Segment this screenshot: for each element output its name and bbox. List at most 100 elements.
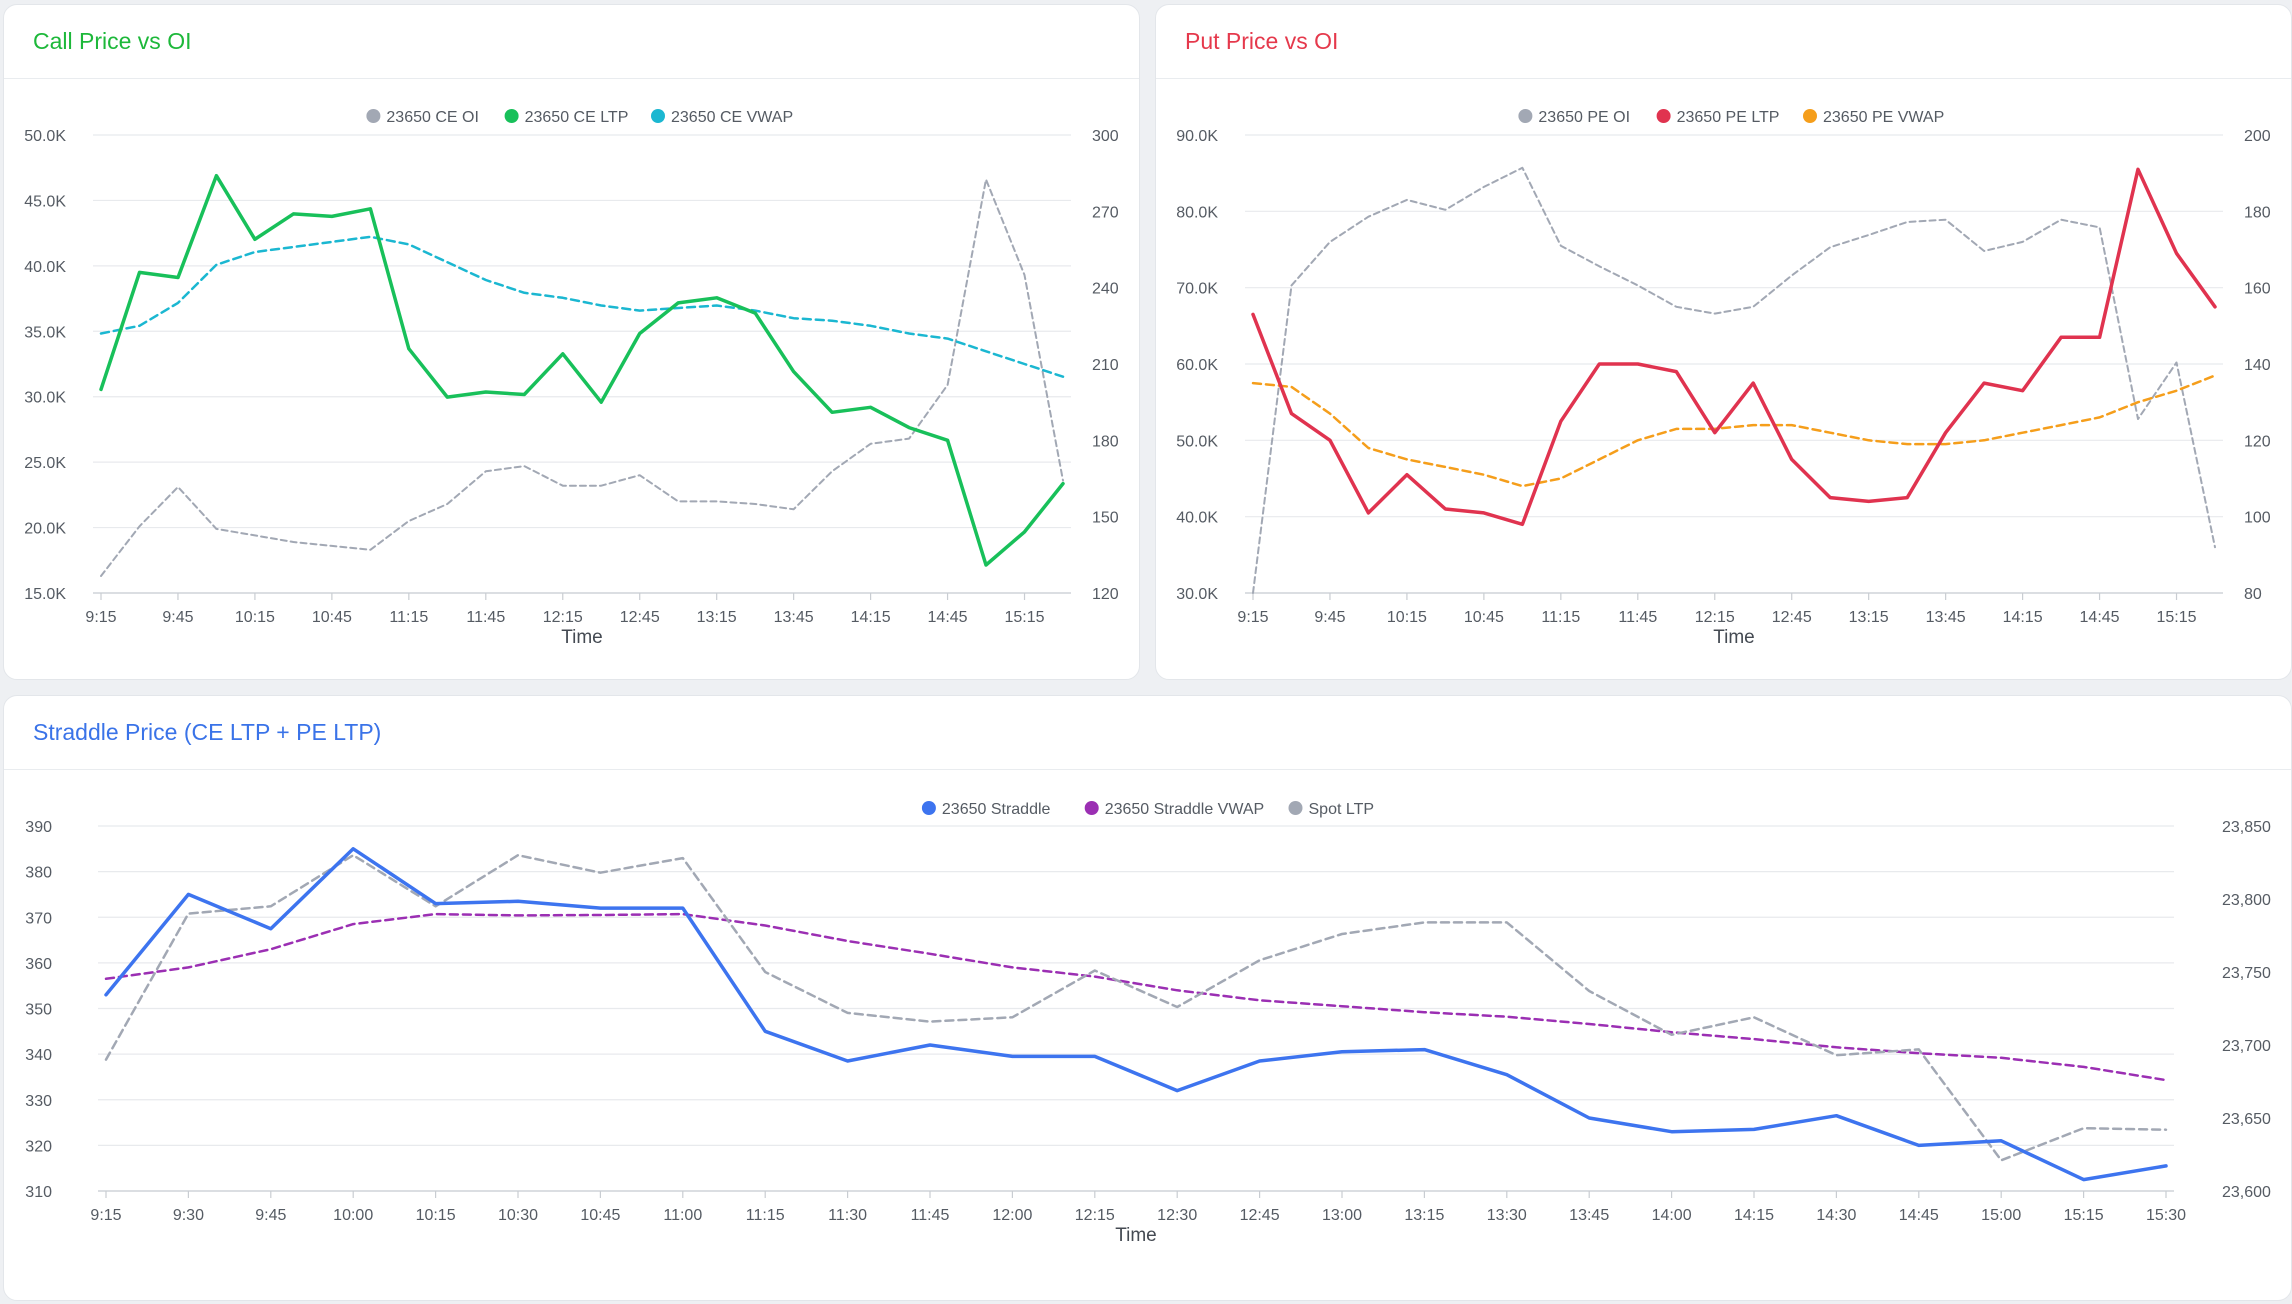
x-tick-label: 9:15 xyxy=(85,609,116,626)
panel-header: Straddle Price (CE LTP + PE LTP) xyxy=(4,696,2291,770)
x-axis-title: Time xyxy=(1713,627,1755,648)
y-left-tick-label: 360 xyxy=(25,956,52,973)
series-line-23650-straddle-vwap[interactable] xyxy=(104,912,2168,1082)
legend-item[interactable]: 23650 PE OI xyxy=(1518,109,1630,126)
y-right-tick-label: 150 xyxy=(1092,510,1119,527)
x-tick-label: 15:30 xyxy=(2146,1207,2186,1224)
x-tick-label: 11:30 xyxy=(828,1207,867,1224)
y-left-tick-label: 40.0K xyxy=(1176,510,1218,527)
series-line-spot-ltp[interactable] xyxy=(104,853,2168,1162)
y-left-tick-label: 380 xyxy=(25,865,52,882)
x-tick-label: 15:15 xyxy=(2064,1207,2104,1224)
panel-header: Call Price vs OI xyxy=(4,5,1139,79)
x-tick-label: 14:45 xyxy=(928,609,968,626)
x-tick-label: 15:00 xyxy=(1981,1207,2021,1224)
legend-label: 23650 Straddle xyxy=(942,801,1051,818)
series-line-23650-ce-ltp[interactable] xyxy=(99,173,1065,567)
y-right-tick-label: 23,700 xyxy=(2222,1038,2271,1055)
x-tick-label: 13:45 xyxy=(1569,1207,1609,1224)
series-line-23650-ce-oi[interactable] xyxy=(100,178,1064,577)
y-left-tick-label: 15.0K xyxy=(24,586,66,603)
legend-marker xyxy=(921,801,936,815)
x-tick-label: 9:15 xyxy=(90,1207,121,1224)
panel-title: Call Price vs OI xyxy=(33,28,192,54)
x-tick-label: 11:15 xyxy=(746,1207,785,1224)
legend-item[interactable]: 23650 CE VWAP xyxy=(651,109,793,126)
y-right-tick-label: 300 xyxy=(1092,128,1119,145)
legend-item[interactable]: 23650 Straddle VWAP xyxy=(1084,801,1265,818)
y-left-tick-label: 390 xyxy=(25,819,52,836)
x-tick-label: 12:30 xyxy=(1157,1207,1197,1224)
x-tick-label: 13:15 xyxy=(1404,1207,1444,1224)
y-left-tick-label: 310 xyxy=(25,1184,52,1201)
legend-label: 23650 CE VWAP xyxy=(671,109,793,126)
x-tick-label: 10:45 xyxy=(312,609,352,626)
y-left-tick-label: 90.0K xyxy=(1176,128,1218,145)
series-line-23650-pe-oi[interactable] xyxy=(1252,166,2216,594)
y-right-tick-label: 23,800 xyxy=(2222,892,2271,909)
legend: 23650 Straddle 23650 Straddle VWAP Spot LT… xyxy=(921,801,1375,818)
x-tick-label: 13:45 xyxy=(1926,609,1966,626)
series-line-23650-ce-vwap[interactable] xyxy=(99,235,1065,378)
legend-item[interactable]: 23650 PE VWAP xyxy=(1803,109,1944,126)
call-price-vs-oi-panel: Call Price vs OI 15.0K 20.0K 25.0K 30.0K 35.… xyxy=(3,4,1140,680)
x-tick-label: 14:15 xyxy=(851,609,891,626)
y-right-tick-label: 180 xyxy=(1092,433,1119,450)
legend-marker xyxy=(1656,109,1671,123)
x-tick-label: 14:15 xyxy=(2003,609,2043,626)
y-right-tick-label: 210 xyxy=(1092,357,1119,374)
y-left-tick-label: 370 xyxy=(25,910,52,927)
series-line-23650-pe-ltp[interactable] xyxy=(1251,167,2217,527)
y-left-tick-label: 50.0K xyxy=(24,128,66,145)
x-tick-label: 14:45 xyxy=(1899,1207,1939,1224)
x-tick-label: 10:45 xyxy=(1464,609,1504,626)
y-left-tick-label: 50.0K xyxy=(1176,433,1218,450)
y-right-tick-label: 23,650 xyxy=(2222,1111,2271,1128)
legend-item[interactable]: 23650 CE OI xyxy=(366,109,479,126)
legend-item[interactable]: 23650 CE LTP xyxy=(504,109,629,126)
legend-marker xyxy=(504,109,519,123)
legend-item[interactable]: 23650 PE LTP xyxy=(1656,109,1780,126)
x-tick-label: 11:15 xyxy=(389,609,428,626)
y-left-tick-label: 45.0K xyxy=(24,193,66,210)
y-right-tick-label: 80 xyxy=(2244,586,2262,603)
y-left-tick-label: 80.0K xyxy=(1176,204,1218,221)
x-tick-label: 10:15 xyxy=(416,1207,456,1224)
legend-marker xyxy=(1288,801,1303,815)
x-tick-label: 12:15 xyxy=(1075,1207,1115,1224)
legend-marker xyxy=(651,109,665,123)
y-right-tick-label: 140 xyxy=(2244,357,2271,374)
y-right-tick-label: 120 xyxy=(1092,586,1119,603)
y-right-tick-label: 240 xyxy=(1092,281,1119,298)
x-tick-label: 13:15 xyxy=(1849,609,1889,626)
legend-item[interactable]: 23650 Straddle xyxy=(921,801,1051,818)
legend: 23650 CE OI 23650 CE LTP 23650 CE VWAP xyxy=(366,109,793,126)
legend-marker xyxy=(1084,801,1099,815)
x-tick-label: 14:15 xyxy=(1734,1207,1774,1224)
x-tick-label: 12:45 xyxy=(1772,609,1812,626)
x-tick-label: 9:45 xyxy=(162,609,193,626)
y-right-tick-label: 23,600 xyxy=(2222,1184,2271,1201)
legend-item[interactable]: Spot LTP xyxy=(1288,801,1375,818)
x-tick-label: 14:00 xyxy=(1652,1207,1692,1224)
x-tick-label: 9:45 xyxy=(1314,609,1345,626)
y-left-tick-label: 330 xyxy=(25,1093,52,1110)
series-line-23650-pe-vwap[interactable] xyxy=(1251,374,2217,488)
y-right-tick-label: 23,850 xyxy=(2222,819,2271,836)
series-line-23650-straddle[interactable] xyxy=(104,847,2168,1182)
gridlines xyxy=(1245,134,2223,594)
straddle-price-panel: Straddle Price (CE LTP + PE LTP) 310 320 3… xyxy=(3,695,2292,1301)
legend-marker xyxy=(1518,109,1533,123)
x-axis-title: Time xyxy=(1115,1225,1157,1246)
y-left-tick-label: 320 xyxy=(25,1138,52,1155)
y-left-tick-label: 350 xyxy=(25,1002,52,1019)
x-tick-label: 12:15 xyxy=(1695,609,1735,626)
gridlines xyxy=(93,134,1071,594)
legend-marker xyxy=(1803,109,1817,123)
legend-label: 23650 PE OI xyxy=(1538,109,1630,126)
x-tick-label: 13:30 xyxy=(1487,1207,1527,1224)
x-tick-label: 11:45 xyxy=(1618,609,1657,626)
x-tick-label: 10:45 xyxy=(580,1207,620,1224)
y-right-tick-label: 100 xyxy=(2244,510,2271,527)
x-tick-label: 10:15 xyxy=(235,609,275,626)
